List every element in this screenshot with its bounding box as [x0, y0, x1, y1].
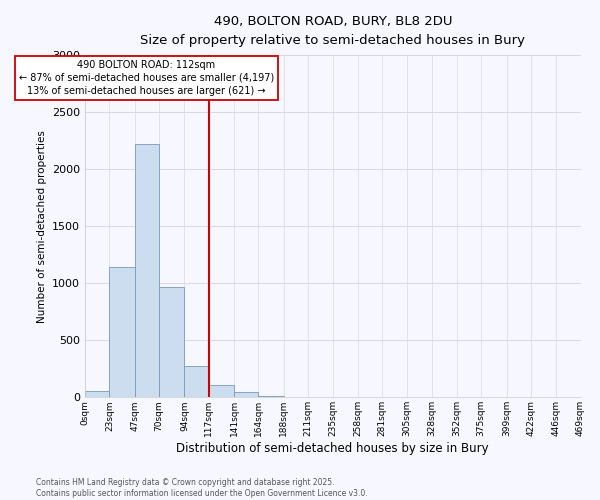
Text: Contains HM Land Registry data © Crown copyright and database right 2025.
Contai: Contains HM Land Registry data © Crown c… — [36, 478, 368, 498]
Bar — [284, 396, 308, 398]
Bar — [259, 396, 284, 398]
Y-axis label: Number of semi-detached properties: Number of semi-detached properties — [37, 130, 47, 322]
Title: 490, BOLTON ROAD, BURY, BL8 2DU
Size of property relative to semi-detached house: 490, BOLTON ROAD, BURY, BL8 2DU Size of … — [140, 15, 526, 47]
Bar — [234, 392, 259, 398]
Bar — [184, 366, 209, 398]
Bar — [159, 286, 184, 398]
Bar — [209, 386, 234, 398]
Text: 490 BOLTON ROAD: 112sqm
← 87% of semi-detached houses are smaller (4,197)
13% of: 490 BOLTON ROAD: 112sqm ← 87% of semi-de… — [19, 60, 274, 96]
Bar — [135, 144, 159, 398]
Bar — [109, 268, 135, 398]
X-axis label: Distribution of semi-detached houses by size in Bury: Distribution of semi-detached houses by … — [176, 442, 489, 455]
Bar — [85, 391, 109, 398]
